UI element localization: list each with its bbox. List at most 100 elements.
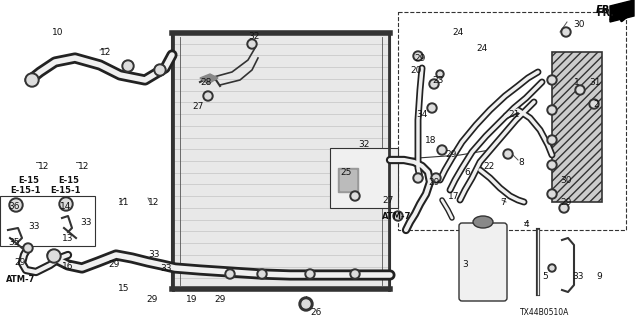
Text: 33: 33 [160, 264, 172, 273]
Text: 7: 7 [500, 198, 506, 207]
Circle shape [415, 53, 421, 59]
Circle shape [307, 271, 313, 277]
Circle shape [299, 297, 313, 311]
Circle shape [352, 193, 358, 199]
Text: E-15: E-15 [18, 176, 39, 185]
Text: 29: 29 [414, 54, 426, 63]
Circle shape [47, 249, 61, 263]
Circle shape [439, 147, 445, 153]
Circle shape [548, 264, 556, 272]
Circle shape [156, 66, 164, 74]
Ellipse shape [473, 216, 493, 228]
Text: 35: 35 [8, 238, 19, 247]
Bar [330, 148, 398, 208]
Circle shape [227, 271, 233, 277]
Circle shape [436, 70, 444, 78]
Polygon shape [338, 168, 358, 192]
Text: 13: 13 [62, 234, 74, 243]
Text: 2: 2 [593, 100, 598, 109]
Text: 5: 5 [542, 272, 548, 281]
Text: 27: 27 [192, 102, 204, 111]
Circle shape [9, 198, 23, 212]
Text: FR.: FR. [596, 8, 614, 18]
Text: 11: 11 [118, 198, 129, 207]
Text: 29: 29 [14, 258, 26, 267]
Circle shape [23, 243, 33, 253]
Circle shape [59, 197, 73, 211]
Circle shape [431, 173, 441, 183]
Circle shape [589, 99, 599, 109]
Circle shape [427, 103, 437, 113]
Circle shape [302, 300, 310, 308]
Circle shape [559, 203, 569, 213]
Text: 12: 12 [78, 162, 90, 171]
Circle shape [547, 189, 557, 199]
Text: 8: 8 [518, 158, 524, 167]
Text: 20: 20 [410, 66, 421, 75]
Text: 29: 29 [560, 198, 572, 207]
Circle shape [437, 145, 447, 155]
Text: 24: 24 [476, 44, 487, 53]
Circle shape [249, 41, 255, 47]
Circle shape [154, 64, 166, 76]
Circle shape [413, 173, 423, 183]
Circle shape [503, 149, 513, 159]
Circle shape [205, 93, 211, 99]
Text: FR.: FR. [596, 5, 614, 15]
Text: 12: 12 [148, 198, 159, 207]
Text: 33: 33 [148, 250, 159, 259]
Text: 29: 29 [146, 295, 157, 304]
Text: 29: 29 [428, 178, 440, 187]
Circle shape [350, 191, 360, 201]
Circle shape [225, 269, 235, 279]
Text: 3: 3 [462, 260, 468, 269]
Circle shape [25, 73, 39, 87]
Polygon shape [340, 170, 356, 190]
Circle shape [547, 105, 557, 115]
Polygon shape [172, 32, 390, 290]
Circle shape [203, 91, 213, 101]
Circle shape [413, 51, 423, 61]
Circle shape [549, 107, 555, 113]
Circle shape [550, 266, 554, 270]
Text: E-15: E-15 [58, 176, 79, 185]
Text: ATM-7: ATM-7 [6, 275, 35, 284]
Text: 30: 30 [573, 20, 584, 29]
Circle shape [11, 200, 21, 210]
Text: 6: 6 [464, 168, 470, 177]
Text: 21: 21 [508, 110, 520, 119]
Circle shape [549, 191, 555, 197]
Circle shape [247, 39, 257, 49]
Circle shape [429, 79, 439, 89]
Text: 29: 29 [445, 150, 456, 159]
Circle shape [352, 271, 358, 277]
Circle shape [438, 72, 442, 76]
Circle shape [257, 269, 267, 279]
Circle shape [431, 81, 437, 87]
Text: 36: 36 [8, 202, 19, 211]
Text: 23: 23 [432, 76, 444, 85]
Circle shape [259, 271, 265, 277]
Text: 29: 29 [108, 260, 120, 269]
Text: 32: 32 [248, 32, 259, 41]
FancyBboxPatch shape [459, 223, 507, 301]
Text: 24: 24 [452, 28, 463, 37]
Bar [398, 12, 626, 230]
Circle shape [547, 75, 557, 85]
Circle shape [549, 77, 555, 83]
Circle shape [350, 269, 360, 279]
Circle shape [395, 213, 401, 219]
Circle shape [429, 105, 435, 111]
Circle shape [561, 205, 567, 211]
Text: 33: 33 [80, 218, 92, 227]
Polygon shape [610, 0, 634, 22]
Text: TX44B0510A: TX44B0510A [520, 308, 570, 317]
Text: ATM-7: ATM-7 [382, 212, 412, 221]
Text: 19: 19 [186, 295, 198, 304]
Text: 10: 10 [52, 28, 63, 37]
Bar [0, 196, 95, 246]
Circle shape [563, 29, 569, 35]
Circle shape [547, 135, 557, 145]
Circle shape [591, 101, 597, 107]
Circle shape [25, 245, 31, 251]
